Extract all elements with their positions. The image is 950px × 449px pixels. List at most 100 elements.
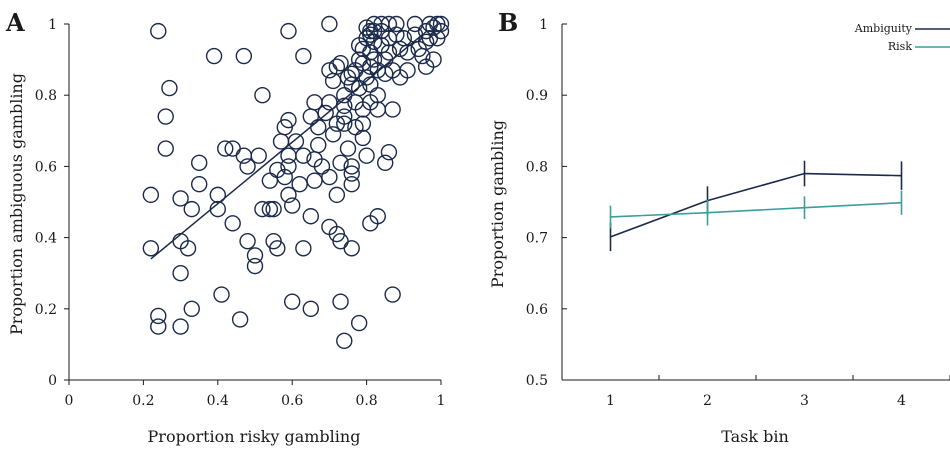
scatter-point: [142, 240, 160, 257]
panel-b-x-tick-label: 2: [703, 393, 712, 409]
panel-a-y-axis-label: Proportion ambiguous gambling: [7, 73, 26, 335]
panel-a-x-tick-label: 0.4: [207, 393, 229, 409]
panel-b-y-tick-label: 0.7: [526, 231, 548, 247]
scatter-point: [399, 62, 416, 79]
scatter-point: [302, 300, 319, 317]
scatter-point: [328, 58, 346, 75]
series-line-ambiguity: [610, 172, 902, 238]
panel-b-x-axis-label: Task bin: [721, 427, 789, 446]
scatter-point: [150, 318, 167, 335]
scatter-point: [172, 190, 189, 207]
panel-b-y-axis-label: Proportion gambling: [488, 120, 507, 288]
panel-a: A 0 0.2 0.4 0.6 0.8 1 0 0.2 0.4 0.6 0.8 1 Proportio…: [5, 8, 450, 446]
scatter-point: [172, 265, 189, 282]
scatter-point: [343, 158, 360, 175]
scatter-point: [306, 172, 323, 189]
scatter-point: [291, 175, 308, 193]
scatter-point: [384, 101, 401, 118]
panel-a-x-tick-label: 1: [437, 393, 446, 409]
scatter-point: [254, 200, 271, 218]
scatter-point: [280, 186, 297, 204]
scatter-point: [157, 108, 174, 125]
scatter-point: [183, 300, 200, 317]
scatter-point: [150, 307, 167, 325]
scatter-point: [302, 208, 319, 225]
scatter-point: [213, 286, 230, 303]
scatter-point: [354, 129, 372, 147]
scatter-point: [235, 147, 253, 164]
scatter-point: [425, 19, 442, 36]
scatter-point: [369, 208, 386, 225]
panel-b-y-tick-label: 0.8: [526, 159, 548, 175]
legend-label-risk: Risk: [888, 40, 912, 53]
scatter-point: [295, 240, 312, 257]
scatter-point: [336, 115, 353, 132]
scatter-point: [350, 51, 368, 68]
scatter-point: [343, 240, 360, 257]
panel-a-y-tick-label: 0.6: [35, 159, 57, 175]
scatter-point: [343, 165, 360, 182]
scatter-point: [161, 79, 178, 97]
scatter-point: [321, 15, 338, 33]
panel-b-y-tick-label: 1: [539, 17, 548, 33]
panel-b-axes: 1 2 3 4 0.5 0.6 0.7 0.8 0.9 1: [526, 17, 950, 409]
scatter-point: [269, 240, 286, 257]
scatter-point: [250, 147, 267, 164]
scatter-point: [284, 293, 301, 310]
scatter-point: [377, 154, 394, 172]
panel-b-y-tick-label: 0.5: [526, 373, 548, 389]
scatter-point: [280, 158, 297, 175]
scatter-point: [157, 140, 174, 157]
scatter-point: [332, 293, 349, 310]
scatter-point: [190, 175, 208, 193]
scatter-point: [324, 72, 342, 90]
scatter-point: [336, 108, 353, 125]
scatter-point: [310, 119, 327, 136]
scatter-point: [246, 247, 264, 264]
scatter-point: [265, 200, 282, 218]
scatter-point: [295, 47, 312, 65]
panel-a-y-tick-label: 0: [48, 373, 57, 389]
scatter-point: [429, 30, 446, 47]
panel-a-points: [142, 15, 450, 350]
scatter-point: [332, 54, 349, 72]
scatter-point: [276, 168, 293, 186]
scatter-point: [425, 51, 442, 68]
panel-b: B 1 2 3 4 0.5 0.6 0.7 0.8 0.9 1 Ambiguity Risk Ta…: [488, 8, 950, 446]
scatter-point: [235, 47, 253, 65]
scatter-point: [150, 22, 167, 40]
panel-a-y-tick-label: 0.2: [35, 302, 57, 318]
scatter-point: [365, 51, 383, 68]
scatter-point: [261, 172, 279, 189]
scatter-point: [254, 86, 271, 104]
scatter-point: [205, 47, 223, 65]
scatter-point: [179, 240, 197, 257]
scatter-point: [280, 111, 297, 129]
scatter-point: [358, 147, 375, 164]
scatter-point: [142, 186, 160, 204]
scatter-point: [388, 15, 405, 33]
scatter-point: [391, 40, 409, 58]
scatter-point: [328, 186, 346, 204]
panel-a-x-tick-label: 0: [65, 393, 74, 409]
scatter-point: [332, 154, 349, 172]
panel-b-series: [609, 160, 903, 252]
scatter-point: [261, 200, 279, 218]
panel-a-x-axis-label: Proportion risky gambling: [148, 427, 361, 446]
panel-a-axes: 0 0.2 0.4 0.6 0.8 1 0 0.2 0.4 0.6 0.8 1: [35, 17, 446, 409]
scatter-point: [310, 136, 327, 154]
scatter-point: [350, 314, 368, 332]
panel-a-x-tick-label: 0.8: [355, 393, 377, 409]
scatter-point: [246, 257, 264, 275]
panel-b-letter: B: [498, 8, 518, 37]
scatter-point: [280, 22, 297, 40]
panel-a-x-tick-label: 0.2: [132, 393, 154, 409]
scatter-point: [317, 104, 334, 122]
scatter-point: [217, 140, 234, 157]
panel-a-x-tick-label: 0.6: [281, 393, 303, 409]
scatter-point: [354, 115, 372, 132]
panel-a-letter: A: [5, 8, 25, 37]
panel-a-trend-line: [150, 34, 423, 260]
scatter-point: [336, 332, 353, 350]
